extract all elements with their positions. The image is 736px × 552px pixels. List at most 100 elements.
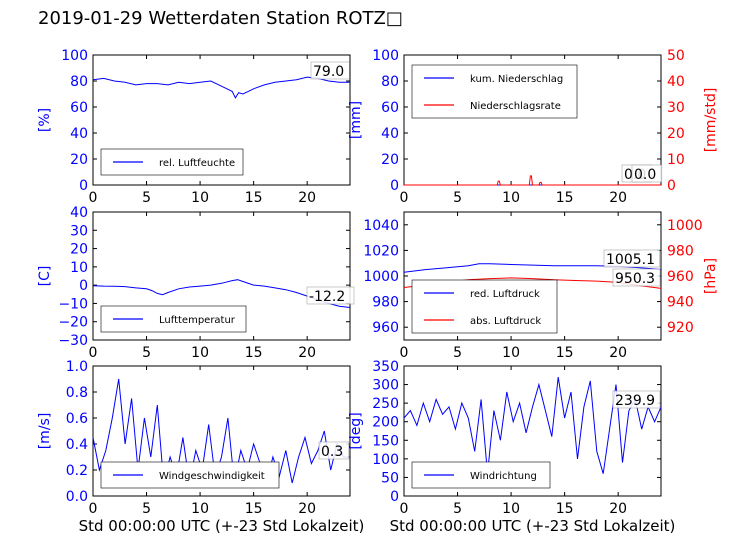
precipitation-ytick-label: 60: [381, 100, 399, 116]
winddirection-xlabel: Std 00:00:00 UTC (+-23 Std Lokalzeit): [390, 517, 676, 535]
windspeed-ytick-label: 0.2: [66, 463, 88, 479]
precipitation-legend-box: [411, 64, 578, 119]
windspeed-xtick-label: 15: [245, 501, 263, 517]
precipitation-y2label: [mm/std]: [703, 88, 719, 153]
temperature-value-box: [306, 286, 355, 305]
pressure-value-box: [612, 268, 661, 287]
temperature-xtick-label: 10: [191, 345, 209, 361]
temperature-xtick-label: 15: [245, 345, 263, 361]
pressure-ytick-label: 1000: [363, 269, 399, 285]
winddirection-ytick-label: 0: [390, 489, 399, 505]
precipitation-y2tick-label: 40: [667, 74, 685, 90]
pressure-xtick-label: 5: [453, 345, 462, 361]
precipitation-xtick-label: 5: [453, 190, 462, 206]
winddirection-value-box: [612, 390, 661, 409]
windspeed-xtick-label: 0: [89, 501, 98, 517]
figure-title: 2019-01-29 Wetterdaten Station ROTZ□: [38, 8, 403, 29]
temperature-ytick-label: 10: [70, 260, 88, 276]
humidity-ytick-label: 0: [79, 178, 88, 194]
temperature-xtick-label: 5: [142, 345, 151, 361]
precipitation-legend-label: Niederschlagsrate: [470, 101, 561, 112]
windspeed-last-value: 0.3: [321, 444, 343, 460]
windspeed-ytick-label: 0.8: [66, 385, 88, 401]
pressure-last-value: 950.3: [615, 271, 655, 287]
winddirection-ytick-label: 50: [381, 470, 399, 486]
windspeed-xtick-label: 10: [191, 501, 209, 517]
humidity-xtick-label: 10: [191, 190, 209, 206]
temperature-ytick-label: −30: [58, 333, 88, 349]
winddirection-ytick-label: 200: [372, 415, 399, 431]
pressure-legend-label: abs. Luftdruck: [470, 316, 541, 327]
winddirection-ytick-label: 250: [372, 396, 399, 412]
precipitation-last-value: 0.0: [634, 167, 656, 183]
temperature-ytick-label: 30: [70, 223, 88, 239]
precipitation-ylabel: [mm]: [348, 101, 364, 139]
precipitation-y2tick-label: 20: [667, 126, 685, 142]
pressure-ytick-label: 960: [372, 320, 399, 336]
winddirection-ytick-label: 350: [372, 359, 399, 375]
humidity-legend-label: rel. Luftfeuchte: [159, 158, 235, 169]
temperature-xtick-label: 20: [298, 345, 316, 361]
precipitation-y2tick-label: 10: [667, 152, 685, 168]
precipitation-y2tick-label: 50: [667, 48, 685, 64]
winddirection-series-0-line: [403, 377, 662, 474]
humidity-ytick-label: 20: [70, 152, 88, 168]
windspeed-legend-label: Windgeschwindigkeit: [159, 471, 265, 482]
pressure-y2tick-label: 1000: [667, 218, 703, 234]
humidity-xtick-label: 15: [245, 190, 263, 206]
precipitation-y2tick-label: 0: [667, 178, 676, 194]
precipitation-ytick-label: 20: [381, 152, 399, 168]
winddirection-xtick-label: 5: [453, 501, 462, 517]
pressure-xtick-label: 20: [609, 345, 627, 361]
temperature-xtick-label: 0: [89, 345, 98, 361]
precipitation-y2tick-label: 30: [667, 100, 685, 116]
pressure-value-box: [603, 249, 660, 268]
winddirection-legend-box: [411, 461, 551, 489]
humidity-ytick-label: 80: [70, 74, 88, 90]
temperature-ytick-label: 20: [70, 242, 88, 258]
humidity-ytick-label: 40: [70, 126, 88, 142]
pressure-ytick-label: 1040: [363, 218, 399, 234]
temperature-ytick-label: −10: [58, 296, 88, 312]
temperature-ylabel: [C]: [37, 266, 53, 287]
precipitation-ytick-label: 80: [381, 74, 399, 90]
precipitation-xtick-label: 15: [556, 190, 574, 206]
pressure-legend-box: [411, 279, 558, 334]
precipitation-legend-label: kum. Niederschlag: [470, 74, 563, 85]
pressure-y2tick-label: 940: [667, 295, 694, 311]
winddirection-ytick-label: 150: [372, 433, 399, 449]
windspeed-xtick-label: 5: [142, 501, 151, 517]
precipitation-ytick-label: 40: [381, 126, 399, 142]
humidity-ytick-label: 60: [70, 100, 88, 116]
temperature-last-value: -12.2: [309, 289, 345, 305]
winddirection-ytick-label: 300: [372, 378, 399, 394]
winddirection-ytick-label: 100: [372, 452, 399, 468]
pressure-xtick-label: 0: [400, 345, 409, 361]
windspeed-ytick-label: 0.0: [66, 489, 88, 505]
windspeed-ytick-label: 0.6: [66, 411, 88, 427]
windspeed-series-0-line: [92, 378, 350, 485]
precipitation-xtick-label: 0: [400, 190, 409, 206]
pressure-xtick-label: 15: [556, 345, 574, 361]
windspeed-ytick-label: 0.4: [66, 437, 88, 453]
pressure-y2tick-label: 960: [667, 269, 694, 285]
precipitation-xtick-label: 20: [609, 190, 627, 206]
humidity-ytick-label: 100: [61, 48, 88, 64]
humidity-value-box: [310, 61, 350, 80]
temperature-ytick-label: 40: [70, 205, 88, 221]
winddirection-last-value: 239.9: [615, 393, 655, 409]
temperature-ytick-label: −20: [58, 315, 88, 331]
winddirection-xtick-label: 10: [502, 501, 520, 517]
pressure-y2tick-label: 980: [667, 243, 694, 259]
pressure-ytick-label: 980: [372, 295, 399, 311]
pressure-y2label: [hPa]: [703, 258, 719, 294]
pressure-xtick-label: 10: [502, 345, 520, 361]
windspeed-value-box: [318, 441, 350, 460]
temperature-legend-label: Lufttemperatur: [159, 315, 236, 326]
pressure-last-value: 1005.1: [606, 252, 655, 268]
windspeed-xtick-label: 20: [298, 501, 316, 517]
humidity-xtick-label: 20: [298, 190, 316, 206]
pressure-ytick-label: 1020: [363, 243, 399, 259]
winddirection-legend-label: Windrichtung: [470, 471, 537, 482]
